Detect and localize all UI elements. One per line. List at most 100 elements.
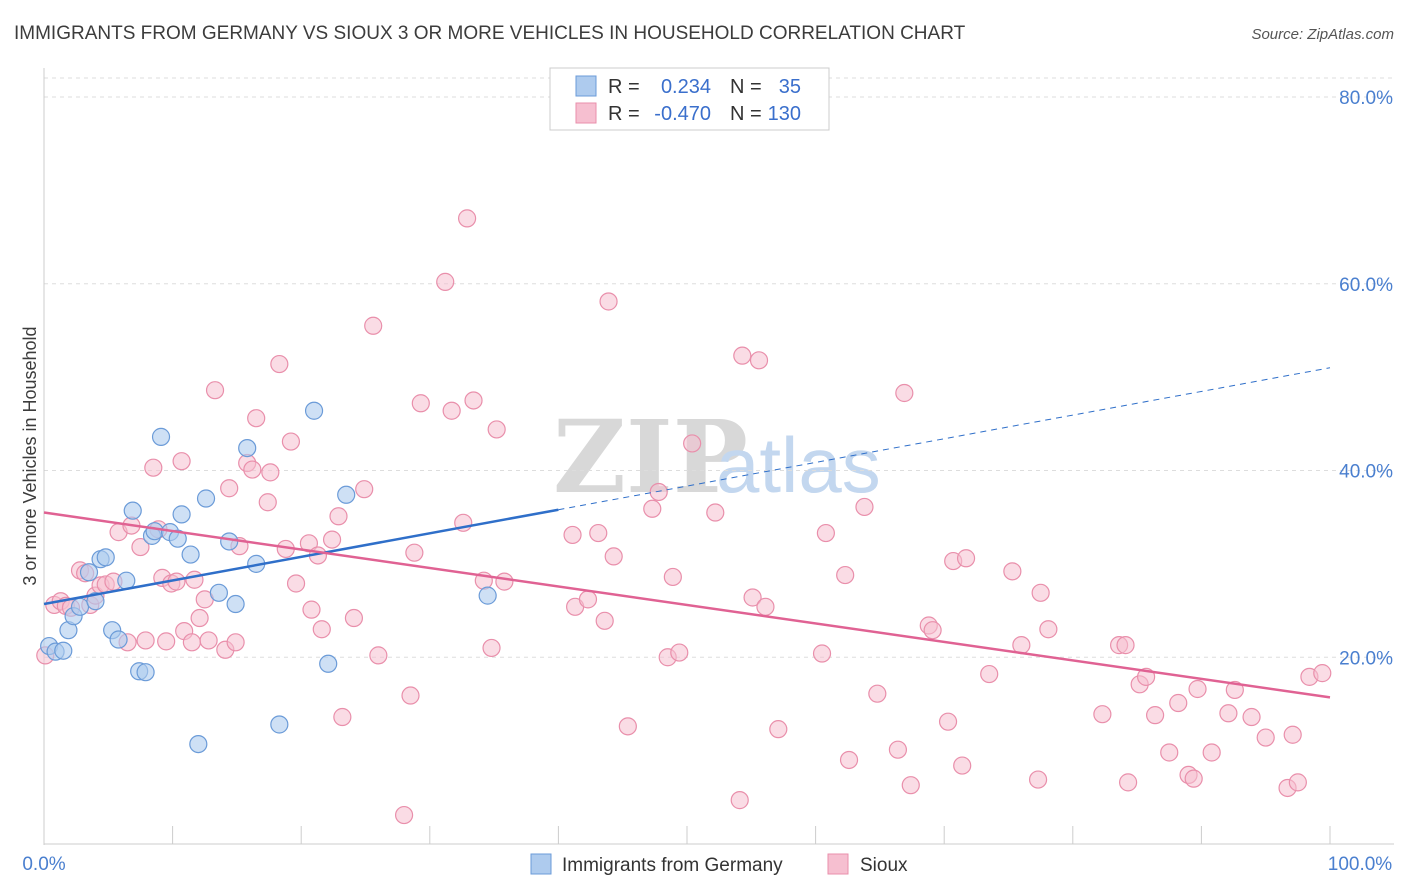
sioux-point — [243, 460, 262, 479]
sioux-point — [836, 565, 855, 585]
sioux-point — [205, 381, 225, 400]
sioux-point — [888, 740, 908, 759]
germany-point — [109, 630, 128, 649]
sioux-point — [226, 633, 245, 652]
sioux-point — [247, 409, 266, 428]
sioux-point — [938, 712, 958, 731]
sioux-point — [394, 805, 414, 825]
legend-n-label-1: N = — [730, 76, 762, 98]
sioux-point — [405, 543, 424, 562]
sioux-point — [816, 523, 835, 543]
x-tick-labels: 0.0% 100.0% — [22, 854, 1392, 875]
sioux-point — [1118, 773, 1138, 792]
sioux-point — [901, 776, 920, 795]
germany-point — [319, 654, 338, 673]
sioux-point — [923, 621, 942, 640]
germany-point — [196, 489, 216, 508]
sioux-point — [1039, 620, 1058, 639]
legend-r-value-2: -0.470 — [654, 103, 711, 125]
watermark-atlas: atlas — [716, 421, 881, 509]
sioux-point — [1288, 773, 1307, 792]
sioux-point — [756, 597, 775, 616]
sioux-point — [261, 463, 280, 482]
sioux-point — [401, 686, 420, 705]
germany-point — [220, 532, 239, 551]
germany-point — [238, 438, 257, 458]
germany-point — [189, 734, 208, 754]
sioux-point — [1256, 728, 1275, 747]
germany-point — [123, 501, 142, 520]
sioux-point — [131, 537, 150, 557]
legend-n-label-2: N = — [730, 103, 762, 125]
germany-point — [226, 594, 245, 614]
sioux-point — [281, 432, 301, 451]
sioux-point — [185, 570, 204, 589]
sioux-point — [258, 493, 277, 512]
y-tick-label: 80.0% — [1339, 88, 1393, 109]
sioux-point — [157, 632, 176, 651]
sioux-point — [1242, 707, 1261, 727]
sioux-point — [457, 209, 477, 228]
sioux-point — [329, 507, 348, 526]
legend-r-label-1: R = — [608, 76, 640, 98]
y-tick-label: 60.0% — [1339, 275, 1393, 296]
germany-point — [70, 597, 90, 616]
sioux-point — [839, 750, 859, 770]
sioux-point — [136, 631, 155, 650]
sioux-point — [868, 684, 887, 703]
sioux-point — [436, 272, 455, 291]
gridlines — [44, 77, 1394, 658]
sioux-point — [599, 292, 618, 311]
sioux-point — [464, 391, 483, 410]
sioux-point — [1219, 704, 1238, 723]
series-legend-swatch-germany — [530, 853, 552, 875]
sioux-point — [730, 791, 749, 810]
sioux-point — [369, 646, 388, 665]
sioux-point — [649, 482, 668, 502]
legend-n-value-2: 130 — [768, 103, 801, 125]
sioux-point — [364, 316, 383, 335]
legend-swatch-sioux — [575, 102, 597, 124]
sioux-point — [482, 638, 501, 658]
sioux-point — [442, 401, 461, 420]
germany-trend-line — [43, 508, 559, 606]
sioux-trend-line — [43, 511, 1331, 699]
y-tick-labels: 20.0% 40.0% 60.0% 80.0% — [1339, 88, 1393, 669]
sioux-point — [487, 420, 506, 439]
sioux-point — [355, 480, 374, 499]
germany-point — [304, 401, 324, 420]
germany-point — [478, 586, 497, 605]
sioux-point — [1313, 664, 1332, 683]
sioux-point — [1169, 693, 1188, 713]
sioux-point — [344, 608, 364, 628]
germany-point — [54, 641, 73, 660]
sioux-point — [302, 600, 321, 619]
stats-legend: R = 0.234 N = 35 R = -0.470 N = 130 — [549, 67, 830, 131]
legend-n-value-1: 35 — [779, 76, 801, 98]
series-legend: Immigrants from Germany Sioux — [530, 853, 908, 876]
germany-trend-extension — [558, 367, 1331, 511]
sioux-point — [683, 434, 702, 453]
sioux-point — [855, 497, 874, 517]
y-axis-label: 3 or more Vehicles in Household — [20, 326, 40, 585]
sioux-point — [1283, 725, 1302, 744]
sioux-point — [333, 707, 352, 727]
germany-point — [86, 592, 105, 611]
germany-point — [337, 485, 356, 504]
trend-lines — [43, 367, 1331, 699]
legend-r-value-1: 0.234 — [661, 76, 711, 98]
sioux-point — [1146, 706, 1165, 725]
sioux-point — [1116, 636, 1135, 655]
sioux-point — [1093, 705, 1112, 724]
legend-r-label-2: R = — [608, 103, 640, 125]
sioux-point — [563, 525, 582, 545]
x-tick-label: 100.0% — [1328, 854, 1393, 875]
sioux-point — [618, 717, 637, 736]
sioux-point — [286, 574, 306, 593]
sioux-point — [495, 572, 514, 591]
sioux-point — [595, 611, 614, 630]
sioux-point — [895, 383, 914, 403]
sioux-point — [1031, 583, 1050, 602]
sioux-point — [220, 479, 239, 498]
